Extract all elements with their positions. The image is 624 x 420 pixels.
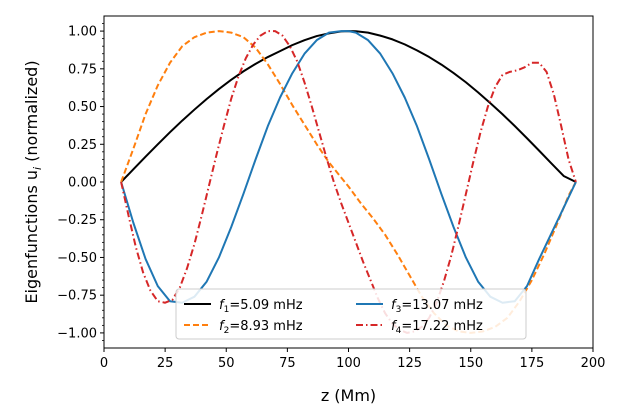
series-line-f4	[120, 30, 577, 334]
legend-label-f3: f3=13.07 mHz	[391, 298, 483, 315]
y-axis-label: Eigenfunctions ui (normalized)	[22, 60, 44, 303]
y-tick-label: 0.00	[68, 176, 97, 191]
y-tick-label: −1.00	[57, 326, 97, 341]
y-axis: −1.00 −0.75 −0.50 −0.25 0.00 0.25 0.50 0.75 1.00	[57, 23, 104, 341]
x-tick-label: 0	[100, 356, 108, 371]
x-tick-label: 75	[279, 356, 296, 371]
x-tick-label: 150	[458, 356, 483, 371]
y-tick-label: 0.25	[68, 138, 97, 153]
legend-label-f2: f2=8.93 mHz	[219, 319, 303, 336]
y-tick-label: 1.00	[68, 25, 97, 40]
y-tick-label: −0.25	[57, 213, 97, 228]
y-tick-label: 0.50	[68, 100, 97, 115]
y-tick-label: 0.75	[68, 62, 97, 77]
y-axis-label-subscript: i	[31, 167, 44, 170]
y-axis-label-main: Eigenfunctions u	[22, 170, 41, 304]
x-axis-label: z (Mm)	[321, 386, 376, 405]
x-tick-label: 200	[581, 356, 606, 371]
x-axis: 0 25 50 75 100 125 150 175 200	[100, 348, 606, 371]
y-axis-label-suffix: (normalized)	[22, 60, 41, 166]
legend-box	[175, 288, 527, 340]
legend: f1=5.09 mHz f2=8.93 mHz f3=13.07 mHz f4=17.…	[175, 288, 527, 340]
x-tick-label: 100	[336, 356, 361, 371]
x-tick-label: 25	[157, 356, 174, 371]
x-tick-label: 50	[218, 356, 235, 371]
legend-label-f1: f1=5.09 mHz	[219, 298, 303, 315]
legend-label-f4: f4=17.22 mHz	[391, 319, 483, 336]
x-tick-label: 175	[519, 356, 544, 371]
y-tick-label: −0.50	[57, 251, 97, 266]
x-tick-label: 125	[397, 356, 422, 371]
y-tick-label: −0.75	[57, 289, 97, 304]
